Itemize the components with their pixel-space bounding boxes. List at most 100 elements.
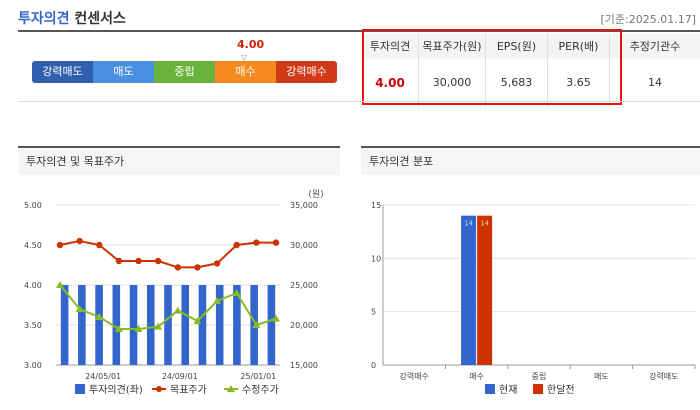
- target-price-point: [56, 241, 64, 249]
- y-left-tick-label: 5.00: [24, 201, 42, 210]
- adjusted-price-point: [193, 317, 202, 324]
- adjusted-price-point: [114, 325, 123, 332]
- opinion-score: 4.00: [237, 38, 265, 51]
- opinion-bar: [146, 285, 155, 365]
- adjusted-price-line: [59, 284, 277, 330]
- header-opinion: 투자의견: [362, 34, 419, 59]
- x-tick-label: 강력매수: [399, 371, 428, 381]
- target-price-point: [233, 241, 240, 249]
- marker-arrow-icon: ▽: [241, 53, 248, 62]
- legend-price-label: 수정주가: [242, 384, 279, 396]
- opinion-bar: [198, 285, 207, 365]
- mid-divider: [18, 101, 700, 102]
- opinion-bar: [233, 285, 241, 365]
- value-opinion: 4.00: [362, 59, 419, 107]
- adjusted-price-point: [134, 325, 143, 332]
- distribution-bar: [477, 215, 493, 365]
- target-price-point: [272, 239, 280, 246]
- adjusted-price-point: [232, 289, 241, 296]
- highlight-box: [362, 29, 622, 105]
- y-left-tick-label: 3.00: [24, 361, 42, 370]
- title-sub: 컨센서스: [74, 11, 126, 27]
- target-price-point: [253, 239, 260, 246]
- scale-strong-buy: 강력매수: [276, 61, 337, 83]
- y-tick-label: 10: [371, 254, 381, 263]
- x-tick-label: 25/01/01: [240, 372, 276, 381]
- header-estimators: 추정기관수: [629, 40, 681, 53]
- adjusted-price-point: [173, 306, 182, 314]
- x-tick-label: 24/09/01: [162, 372, 198, 381]
- opinion-bar: [215, 285, 224, 365]
- scale-neutral: 중립: [154, 61, 215, 83]
- legend-prev-label: 한달전: [547, 384, 575, 396]
- legend-opinion-swatch: [75, 384, 85, 394]
- target-price-point: [115, 257, 123, 265]
- scale-strong-sell: 강력매도: [32, 61, 93, 83]
- y-tick-label: 0: [371, 361, 376, 370]
- value-target-price: 30,000: [419, 59, 486, 107]
- y-tick-label: 15: [371, 201, 381, 210]
- header-target-price: 목표주가(원): [419, 34, 486, 59]
- y-right-tick-label: 20,000: [290, 321, 318, 330]
- x-tick-label: 24/05/01: [85, 372, 121, 381]
- opinion-bar: [267, 285, 276, 365]
- target-price-point: [174, 264, 182, 271]
- y-left-tick-label: 4.50: [24, 241, 42, 250]
- y-right-tick-label: 35,000: [290, 201, 318, 210]
- value-eps: 5,683: [486, 59, 548, 107]
- scale-buy: 매수: [215, 61, 276, 83]
- value-estimators: 14: [648, 76, 662, 89]
- y-right-tick-label: 30,000: [290, 241, 318, 250]
- legend-prev-swatch: [533, 384, 543, 394]
- opinion-bar: [181, 285, 190, 365]
- value-per: 3.65: [548, 59, 610, 107]
- opinion-target-panel: 투자의견 및 목표주가 (원) 5.00 35,000 4.50 30,000 4.00 2…: [18, 146, 340, 410]
- left-panel-title: 투자의견 및 목표주가: [18, 148, 340, 175]
- adjusted-price-point: [95, 313, 104, 320]
- bar-data-label: 14: [480, 220, 489, 228]
- target-price-point: [154, 257, 162, 265]
- opinion-bar: [164, 285, 172, 365]
- base-date: [기준:2025.01.17]: [600, 13, 696, 26]
- opinion-bar: [95, 285, 103, 365]
- opinion-bar: [129, 285, 138, 365]
- legend-current-label: 현재: [499, 384, 517, 396]
- legend-current-swatch: [485, 384, 495, 394]
- target-price-point: [213, 260, 221, 267]
- x-tick-label: 강력매도: [649, 371, 678, 381]
- adjusted-price-point: [56, 281, 64, 288]
- y-tick-label: 5: [371, 308, 376, 317]
- adjusted-price-point: [75, 305, 84, 312]
- x-tick-label: 중립: [532, 372, 547, 381]
- y-left-tick-label: 3.50: [24, 321, 42, 330]
- bar-data-label: 14: [464, 220, 473, 228]
- header-per: PER(배): [548, 34, 610, 59]
- legend-opinion-label: 투자의견(좌): [89, 384, 143, 396]
- unit-label: (원): [308, 189, 323, 200]
- y-left-tick-label: 4.00: [24, 281, 42, 290]
- scale-sell: 매도: [93, 61, 154, 83]
- legend-price-marker: [227, 385, 235, 392]
- x-tick-label: 매도: [594, 372, 609, 381]
- table-header-row: 투자의견 목표주가(원) EPS(원) PER(배) 추정기관수: [362, 34, 700, 59]
- right-panel-title: 투자의견 분포: [361, 148, 700, 175]
- target-price-point: [76, 237, 83, 245]
- table-row: 4.00 30,000 5,683 3.65 14: [362, 59, 700, 107]
- opinion-bar: [60, 285, 69, 365]
- top-divider: [18, 30, 700, 32]
- consensus-table: 투자의견 목표주가(원) EPS(원) PER(배) 추정기관수 4.00 30…: [362, 34, 700, 107]
- opinion-target-chart: (원) 5.00 35,000 4.50 30,000 4.00 25,000 3.50 20,…: [24, 189, 324, 396]
- adjusted-price-point: [154, 322, 163, 330]
- header-eps: EPS(원): [486, 34, 548, 59]
- target-price-point: [96, 241, 103, 249]
- y-right-tick-label: 15,000: [290, 361, 318, 370]
- opinion-scale: 강력매도 매도 중립 매수 강력매수: [32, 61, 337, 83]
- y-right-tick-label: 25,000: [290, 281, 318, 290]
- legend-target-label: 목표주가: [170, 384, 207, 396]
- opinion-bar: [112, 285, 121, 365]
- legend-target-marker: [156, 386, 162, 392]
- opinion-bar: [78, 285, 86, 365]
- x-tick-label: 매수: [469, 372, 484, 381]
